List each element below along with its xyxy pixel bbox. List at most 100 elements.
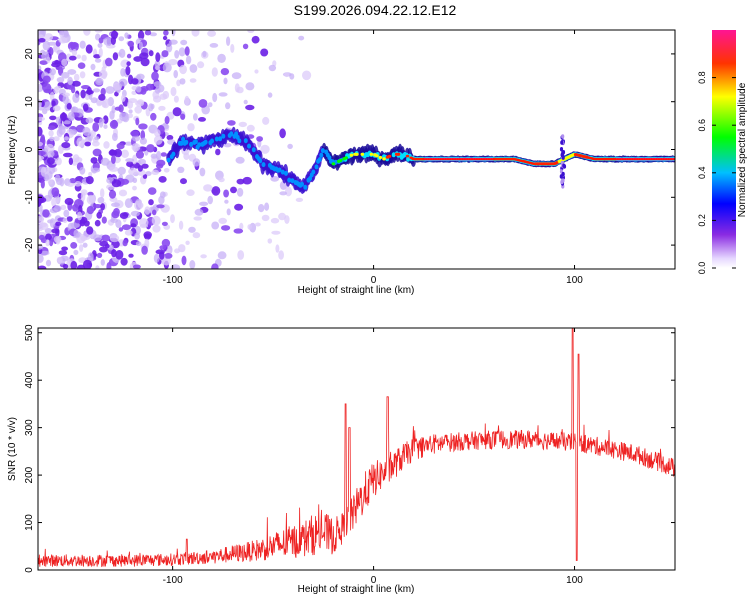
ridge-hotspot — [635, 158, 639, 161]
speckle — [109, 120, 119, 129]
speckle — [45, 233, 52, 241]
speckle — [239, 222, 244, 230]
speckle — [83, 30, 91, 36]
speckle — [71, 106, 79, 112]
speckle — [151, 215, 161, 226]
speckle — [172, 107, 182, 117]
ridge-hotspot — [453, 158, 457, 161]
speckle — [138, 158, 147, 165]
speckle — [238, 121, 247, 128]
speckle — [132, 185, 137, 191]
speckle — [159, 191, 166, 199]
ridge-hotspot — [441, 158, 445, 161]
speckle — [131, 143, 141, 152]
speckle — [199, 167, 206, 177]
speckle — [111, 202, 120, 207]
snr-x-ticks: -100 0 100 — [163, 328, 583, 586]
speckle — [139, 218, 149, 228]
ridge-cell — [179, 140, 184, 146]
speckle — [94, 30, 103, 33]
speckle — [227, 120, 236, 126]
speckle — [130, 210, 140, 217]
speckle — [128, 167, 138, 176]
speckle — [80, 191, 86, 202]
speckle — [73, 229, 79, 238]
ridge-cell — [261, 162, 266, 168]
speckle — [121, 224, 131, 231]
speckle — [284, 215, 290, 224]
speckle — [38, 197, 42, 207]
speckle — [118, 78, 128, 87]
speckle — [192, 158, 201, 167]
speckle — [150, 112, 157, 121]
speckle — [285, 186, 292, 197]
ridge-hotspot — [662, 158, 666, 161]
speckle — [68, 157, 74, 165]
ridge-hotspot — [458, 158, 462, 161]
speckle — [122, 239, 128, 247]
speckle — [118, 36, 125, 42]
speckle — [161, 50, 169, 58]
speckle — [53, 86, 59, 94]
speckle — [43, 101, 53, 111]
colorbar-tick-label: 0.0 — [697, 262, 707, 275]
speckle — [130, 223, 137, 228]
ridge-hotspot — [434, 158, 438, 161]
ridge-smear — [560, 179, 564, 185]
speckle — [148, 199, 154, 206]
ridge-cell — [391, 152, 396, 158]
speckle — [111, 155, 116, 164]
colorbar-tick-label: 0.6 — [697, 119, 707, 132]
speckle — [267, 92, 273, 98]
speckle — [177, 166, 185, 173]
snr-line — [38, 328, 675, 568]
colorbar: 0.0 0.2 0.4 0.6 0.8 Normalized spectral ampl… — [697, 30, 748, 274]
speckle — [135, 241, 142, 247]
speckle — [53, 235, 62, 243]
speckle — [181, 255, 187, 266]
speckle — [86, 226, 94, 235]
speckle — [180, 113, 186, 120]
speckle — [96, 252, 103, 258]
speckle — [44, 33, 54, 41]
speckle — [178, 47, 186, 57]
ridge-cell — [247, 143, 251, 149]
speckle — [83, 220, 90, 227]
ridge-smear — [561, 155, 565, 160]
speckle — [108, 189, 117, 199]
speckle — [200, 254, 207, 259]
speckle — [124, 229, 133, 236]
speckle — [141, 163, 149, 169]
speckle — [69, 42, 79, 48]
speckle — [38, 215, 44, 225]
speckle — [165, 43, 173, 53]
speckle — [90, 63, 96, 71]
ridge-hotspot — [614, 158, 617, 161]
ridge-core — [396, 152, 401, 156]
speckle — [155, 163, 164, 169]
speckle — [76, 54, 81, 59]
speckle — [56, 77, 65, 83]
speckle — [46, 157, 55, 165]
ridge-core — [369, 152, 374, 156]
ridge-hotspot — [528, 162, 532, 164]
speckle — [126, 53, 132, 59]
speckle — [169, 39, 178, 45]
ridge-hotspot — [623, 158, 627, 161]
speckle — [49, 208, 59, 214]
speckle — [85, 117, 94, 124]
speckle — [234, 203, 244, 211]
speckle — [93, 234, 102, 242]
ridge-core — [387, 154, 392, 158]
ridge-hotspot — [589, 157, 593, 160]
ridge-cell — [317, 157, 322, 163]
speckle — [62, 92, 70, 97]
ridge-hotspot — [650, 158, 654, 161]
speckle — [54, 191, 59, 197]
speckle — [114, 106, 122, 111]
speckle — [96, 100, 103, 107]
speckle — [58, 144, 64, 154]
ridge-core — [344, 156, 348, 160]
spectrogram-speckles — [38, 30, 312, 269]
speckle — [150, 153, 158, 159]
